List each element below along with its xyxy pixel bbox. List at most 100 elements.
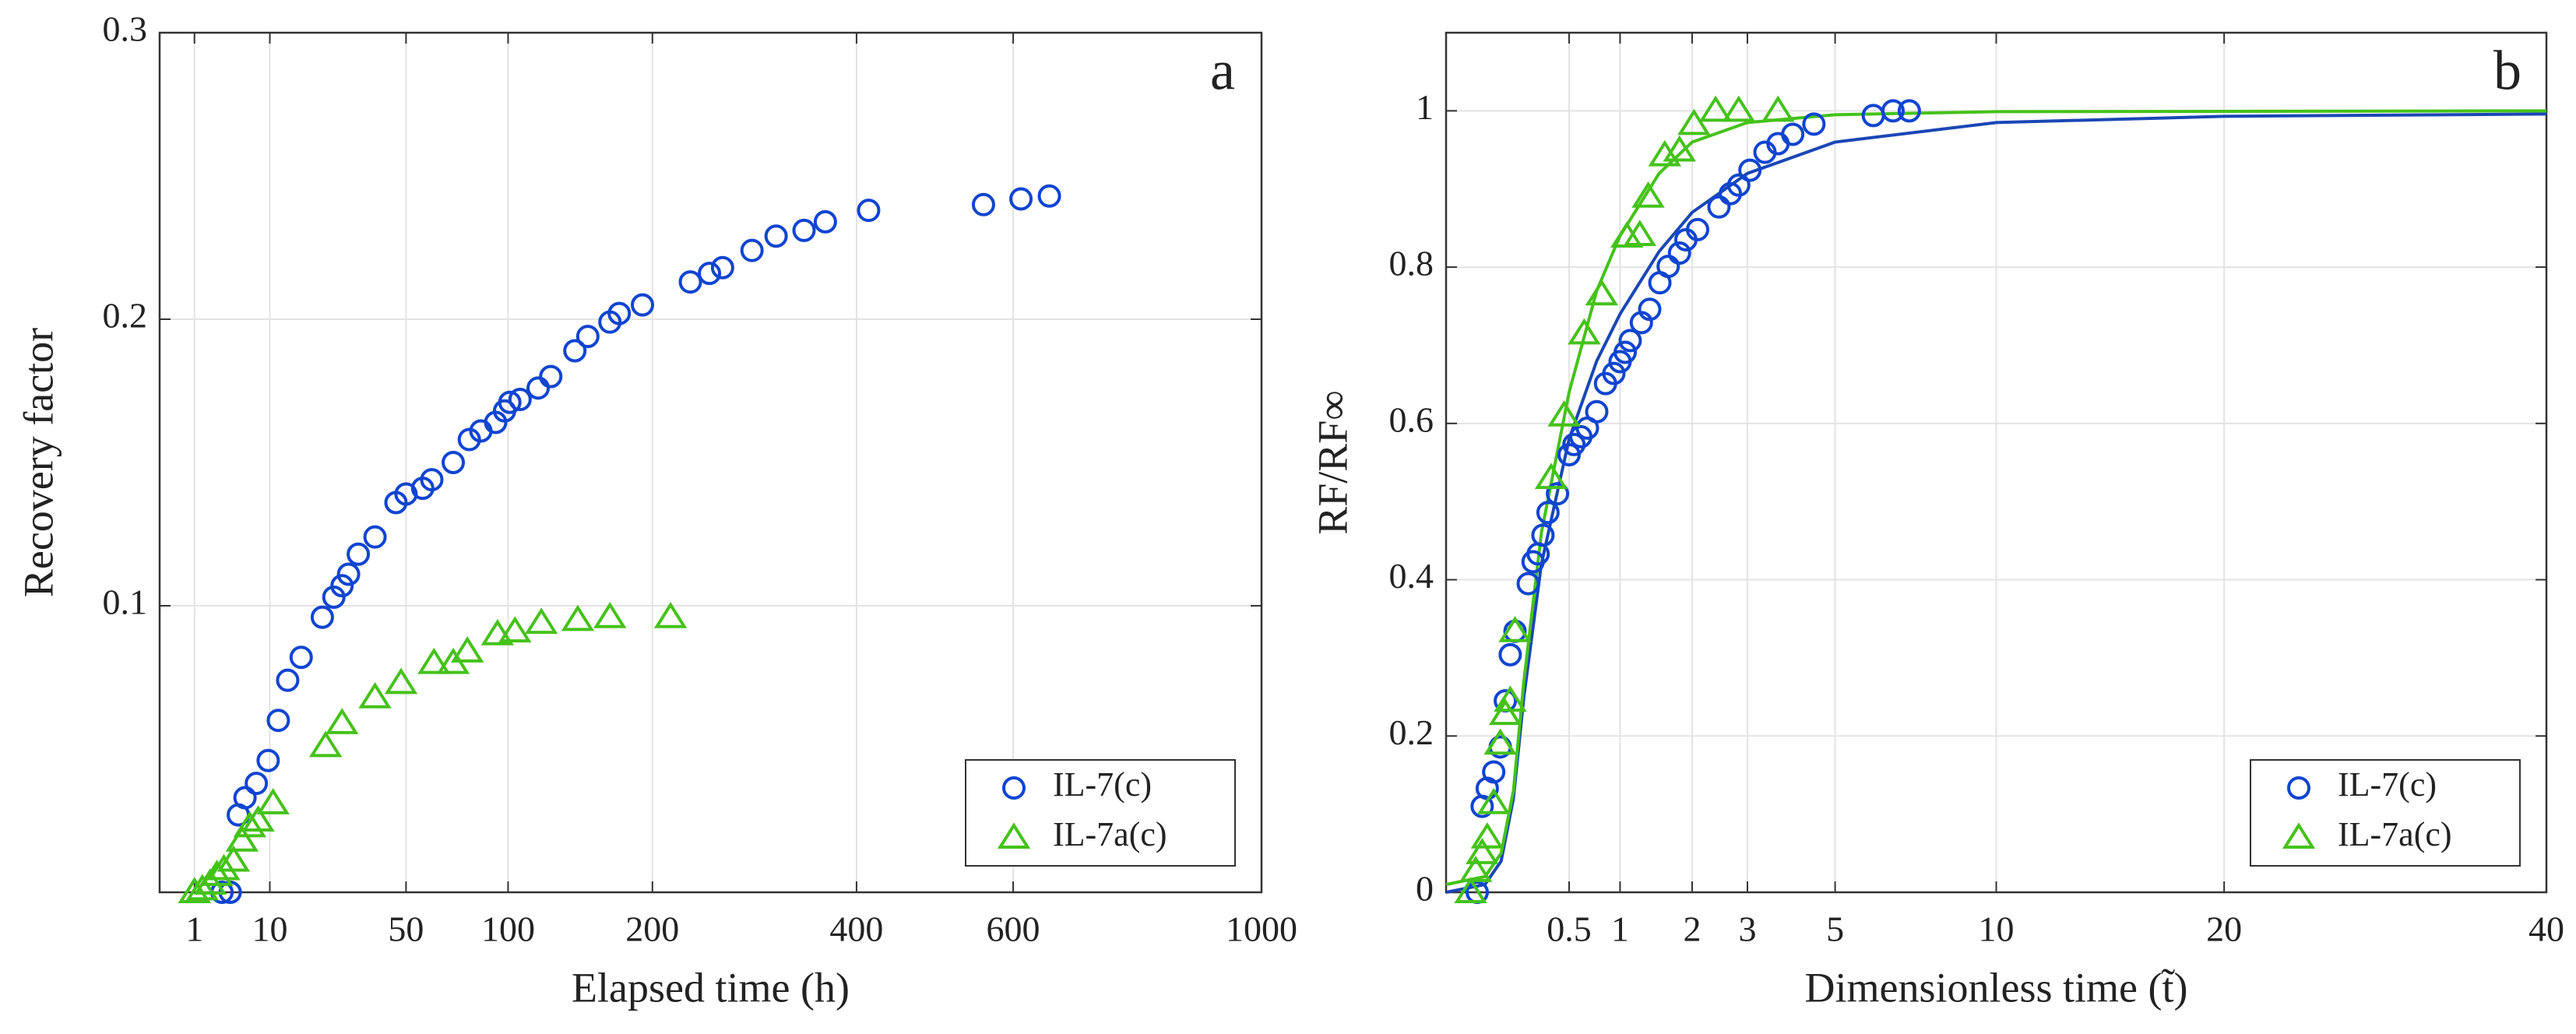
marker bbox=[498, 616, 532, 643]
marker bbox=[326, 708, 359, 734]
x-tick-label: 400 bbox=[829, 909, 883, 949]
marker bbox=[593, 601, 627, 628]
marker bbox=[498, 390, 522, 414]
marker bbox=[1667, 241, 1691, 266]
x-tick-label: 20 bbox=[2206, 909, 2242, 949]
marker bbox=[347, 542, 371, 566]
axes-frame bbox=[158, 31, 1263, 894]
marker bbox=[1454, 877, 1487, 903]
y-tick-label: 0 bbox=[1416, 869, 1434, 909]
marker bbox=[971, 192, 995, 216]
marker bbox=[1470, 821, 1504, 849]
y-tick-label: 0.4 bbox=[1389, 556, 1434, 596]
marker bbox=[1638, 297, 1662, 322]
x-tick-label: 3 bbox=[1738, 909, 1756, 949]
marker bbox=[1648, 139, 1682, 167]
marker bbox=[1585, 399, 1609, 424]
y-tick-label: 0.3 bbox=[103, 9, 148, 49]
x-tick-label: 0.5 bbox=[1547, 909, 1592, 949]
x-tick-label: 1 bbox=[1611, 909, 1629, 949]
x-tick-label: 1 bbox=[185, 909, 203, 949]
marker bbox=[1722, 95, 1756, 122]
marker bbox=[710, 255, 734, 280]
marker bbox=[1536, 501, 1560, 525]
marker bbox=[1494, 685, 1527, 712]
marker bbox=[1546, 482, 1570, 506]
marker bbox=[310, 605, 334, 629]
marker bbox=[526, 376, 551, 400]
marker bbox=[1531, 523, 1555, 547]
legend-label: IL-7(c) bbox=[2338, 765, 2437, 804]
marker bbox=[1618, 329, 1642, 353]
marker bbox=[1656, 255, 1680, 279]
plot-area bbox=[160, 33, 1262, 892]
y-tick-label: 1 bbox=[1416, 87, 1434, 127]
x-tick-label: 1000 bbox=[1226, 909, 1297, 949]
marker bbox=[185, 874, 220, 901]
marker bbox=[997, 822, 1031, 849]
marker bbox=[336, 562, 361, 586]
marker bbox=[1698, 95, 1733, 122]
marker bbox=[1897, 99, 1921, 123]
marker bbox=[698, 262, 722, 286]
marker bbox=[792, 218, 816, 242]
x-axis-label: Dimensionless time (t̃) bbox=[1805, 964, 2188, 1011]
panel-label: a bbox=[1210, 40, 1235, 102]
marker bbox=[1602, 361, 1626, 385]
marker bbox=[607, 301, 632, 325]
marker bbox=[1631, 181, 1665, 208]
marker bbox=[480, 619, 515, 645]
marker bbox=[1459, 856, 1493, 882]
marker bbox=[539, 364, 563, 389]
marker bbox=[276, 668, 300, 692]
marker bbox=[225, 825, 259, 852]
marker bbox=[1761, 95, 1795, 122]
marker bbox=[764, 224, 788, 248]
x-tick-label: 2 bbox=[1683, 909, 1701, 949]
marker bbox=[1488, 698, 1522, 726]
x-tick-label: 10 bbox=[1979, 909, 2015, 949]
marker bbox=[1547, 400, 1581, 427]
panel-label: b bbox=[2493, 40, 2521, 102]
marker bbox=[1568, 318, 1601, 345]
marker bbox=[1726, 173, 1751, 197]
marker bbox=[256, 788, 290, 814]
marker bbox=[813, 209, 837, 234]
marker bbox=[207, 853, 241, 881]
marker bbox=[631, 293, 655, 317]
x-tick-label: 10 bbox=[252, 909, 288, 949]
marker bbox=[563, 339, 587, 363]
legend-label: IL-7a(c) bbox=[1053, 815, 1167, 853]
marker bbox=[1623, 220, 1657, 246]
marker bbox=[1037, 184, 1061, 208]
marker bbox=[241, 805, 275, 832]
y-tick-label: 0.2 bbox=[1389, 712, 1434, 752]
x-axis-label: Elapsed time (h) bbox=[572, 964, 850, 1011]
marker bbox=[1498, 642, 1522, 666]
marker bbox=[740, 238, 764, 262]
marker bbox=[678, 270, 702, 294]
y-axis-label: RF/RF∞ bbox=[1309, 390, 1356, 535]
marker bbox=[857, 199, 881, 223]
marker bbox=[508, 388, 532, 412]
marker bbox=[358, 682, 392, 709]
marker bbox=[1738, 158, 1762, 182]
marker bbox=[178, 877, 211, 903]
marker bbox=[256, 748, 280, 772]
marker bbox=[363, 525, 387, 549]
legend-label: IL-7a(c) bbox=[2338, 815, 2452, 853]
marker bbox=[1009, 187, 1033, 211]
marker bbox=[1534, 462, 1568, 490]
marker bbox=[2287, 776, 2310, 800]
marker bbox=[1781, 122, 1805, 146]
marker bbox=[1466, 838, 1499, 864]
marker bbox=[420, 468, 444, 492]
marker bbox=[1476, 787, 1511, 814]
marker bbox=[289, 645, 313, 670]
marker bbox=[561, 604, 595, 631]
marker bbox=[575, 325, 600, 349]
marker bbox=[233, 786, 257, 810]
marker bbox=[417, 647, 451, 674]
marker bbox=[330, 574, 354, 598]
